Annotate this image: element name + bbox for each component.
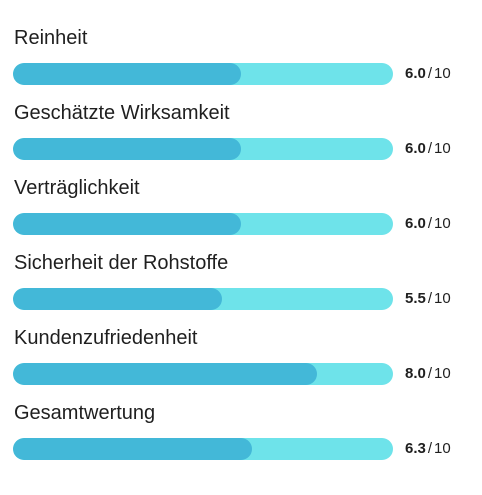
rating-score-max: 10: [434, 65, 451, 82]
rating-score-value: 6.0: [405, 215, 426, 232]
rating-score-value: 6.0: [405, 65, 426, 82]
rating-bar-fill: [13, 438, 253, 460]
rating-bar-fill: [13, 363, 317, 385]
rating-score-separator: /: [427, 65, 433, 82]
rating-bar-fill: [13, 213, 241, 235]
rating-score-separator: /: [427, 365, 433, 382]
rating-score-max: 10: [434, 215, 451, 232]
rating-score-separator: /: [427, 215, 433, 232]
rating-label: Kundenzufriedenheit: [14, 327, 198, 349]
rating-label: Geschätzte Wirksamkeit: [14, 102, 230, 124]
rating-bar-track: [13, 363, 393, 385]
rating-score-max: 10: [434, 290, 451, 307]
rating-bar-track: [13, 438, 393, 460]
rating-label: Sicherheit der Rohstoffe: [14, 252, 229, 274]
rating-row-kundenzufriedenheit: Kundenzufriedenheit 8.0/10: [0, 326, 482, 396]
rating-score: 6.0/10: [405, 63, 451, 85]
rating-label: Verträglichkeit: [14, 177, 140, 199]
rating-score: 8.0/10: [405, 363, 451, 385]
rating-bar-track: [13, 213, 393, 235]
rating-score-value: 6.0: [405, 140, 426, 157]
rating-row-gesamtwertung: Gesamtwertung 6.3/10: [0, 401, 482, 471]
rating-bar-fill: [13, 288, 222, 310]
rating-score-max: 10: [434, 365, 451, 382]
rating-score: 6.0/10: [405, 213, 451, 235]
rating-label: Reinheit: [14, 27, 88, 49]
rating-bar-track: [13, 63, 393, 85]
rating-label: Gesamtwertung: [14, 402, 156, 424]
rating-score-separator: /: [427, 290, 433, 307]
rating-score-value: 8.0: [405, 365, 426, 382]
rating-score-max: 10: [434, 140, 451, 157]
rating-row-reinheit: Reinheit 6.0/10: [0, 26, 482, 96]
rating-bar-fill: [13, 138, 241, 160]
rating-score-separator: /: [427, 140, 433, 157]
rating-score: 5.5/10: [405, 288, 451, 310]
rating-row-wirksamkeit: Geschätzte Wirksamkeit 6.0/10: [0, 101, 482, 171]
rating-score-separator: /: [427, 440, 433, 457]
rating-bar-track: [13, 288, 393, 310]
rating-row-rohstoffe: Sicherheit der Rohstoffe 5.5/10: [0, 251, 482, 321]
rating-score-value: 6.3: [405, 440, 426, 457]
rating-bar-fill: [13, 63, 241, 85]
rating-score: 6.0/10: [405, 138, 451, 160]
rating-row-vertraeglichkeit: Verträglichkeit 6.0/10: [0, 176, 482, 246]
rating-score-max: 10: [434, 440, 451, 457]
rating-bar-track: [13, 138, 393, 160]
rating-score: 6.3/10: [405, 438, 451, 460]
rating-score-value: 5.5: [405, 290, 426, 307]
